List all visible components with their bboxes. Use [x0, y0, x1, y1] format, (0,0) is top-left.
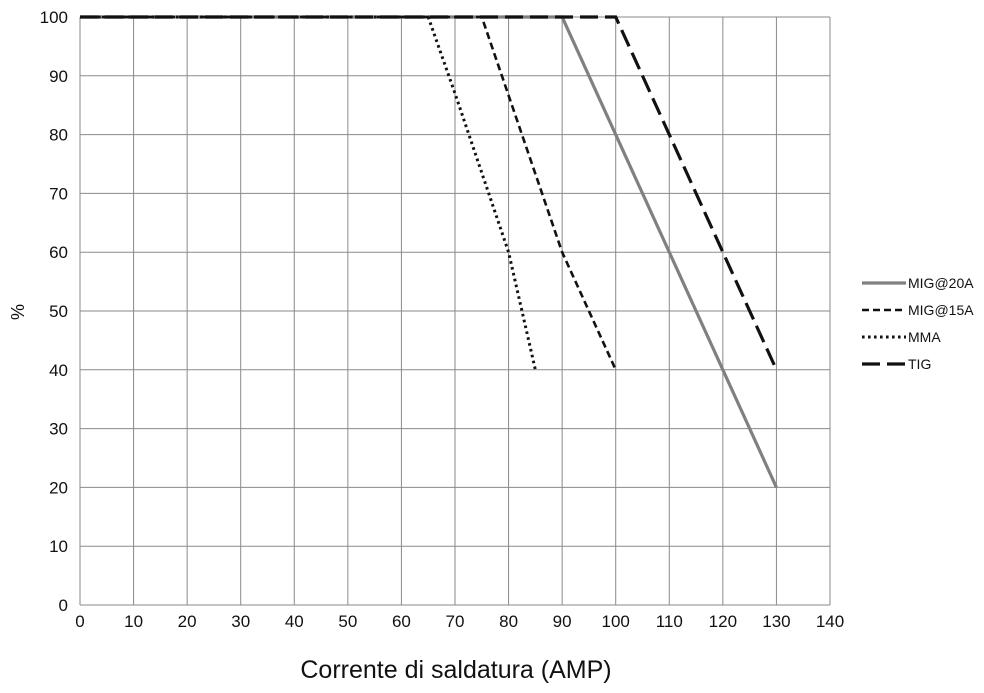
- x-tick-label: 50: [338, 612, 357, 631]
- chart-grid: [79, 16, 831, 606]
- x-tick-label: 0: [75, 612, 84, 631]
- legend-label: MMA: [908, 329, 941, 345]
- x-tick-label: 100: [602, 612, 630, 631]
- x-tick-label: 30: [231, 612, 250, 631]
- legend: MIG@20A MIG@15A MMA TIG: [862, 275, 974, 372]
- y-tick-label: 80: [49, 126, 68, 145]
- y-tick-label: 0: [59, 596, 68, 615]
- x-tick-label: 130: [762, 612, 790, 631]
- x-tick-label: 40: [285, 612, 304, 631]
- x-tick-label: 140: [816, 612, 844, 631]
- x-tick-label: 60: [392, 612, 411, 631]
- x-axis-label: Corrente di saldatura (AMP): [300, 656, 611, 684]
- y-tick-label: 10: [49, 537, 68, 556]
- y-tick-label: 100: [40, 8, 68, 27]
- chart-series: [80, 15, 778, 489]
- x-tick-label: 80: [499, 612, 518, 631]
- x-tick-label: 20: [178, 612, 197, 631]
- legend-label: MIG@15A: [908, 302, 974, 318]
- x-tick-labels: 0 10 20 30 40 50 60 70 80 90 100 110 120 130 140: [75, 612, 844, 631]
- series-line-tig: [80, 15, 778, 371]
- y-tick-label: 30: [49, 420, 68, 439]
- y-tick-label: 20: [49, 478, 68, 497]
- y-axis-label: %: [8, 304, 28, 320]
- legend-label: TIG: [908, 356, 931, 372]
- legend-label: MIG@20A: [908, 275, 974, 291]
- y-tick-labels: 0 10 20 30 40 50 60 70 80 90 100: [40, 8, 68, 615]
- y-tick-label: 70: [49, 184, 68, 203]
- x-tick-label: 110: [656, 612, 683, 631]
- x-tick-label: 120: [709, 612, 737, 631]
- series-line-mma: [80, 15, 537, 371]
- x-tick-label: 90: [553, 612, 572, 631]
- y-tick-label: 40: [49, 361, 68, 380]
- y-tick-label: 60: [49, 243, 68, 262]
- x-tick-label: 10: [124, 612, 143, 631]
- y-tick-label: 90: [49, 67, 68, 86]
- y-tick-label: 50: [49, 302, 68, 321]
- x-tick-label: 70: [446, 612, 465, 631]
